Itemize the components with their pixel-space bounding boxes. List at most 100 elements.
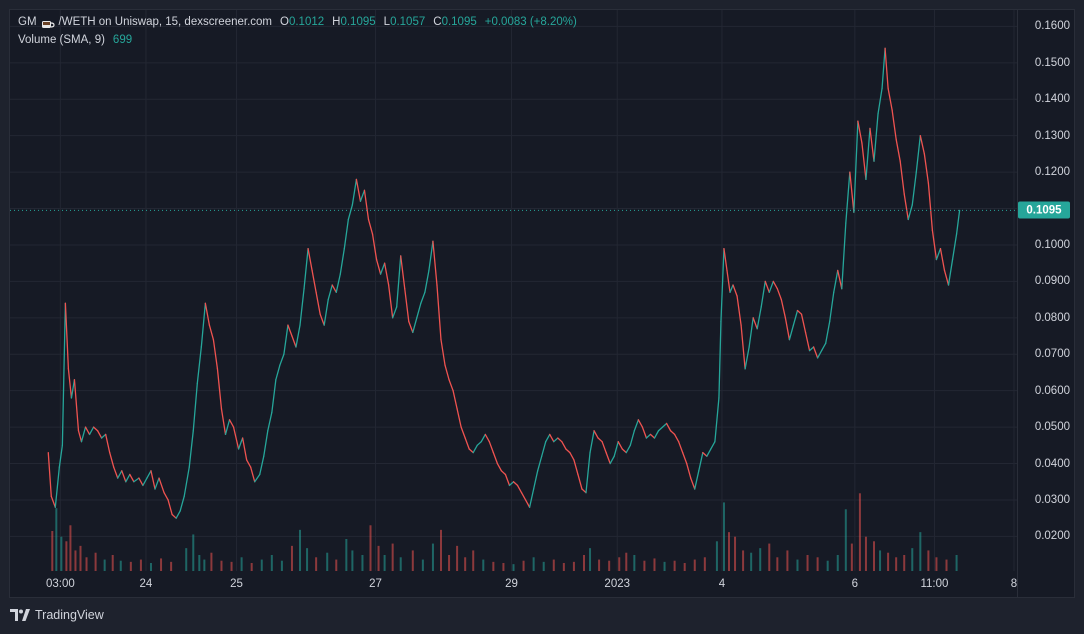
price-tick-label: 0.0900: [1034, 275, 1070, 288]
volume-bar: [111, 555, 114, 571]
price-segment: [47, 451, 52, 497]
price-segment: [355, 178, 362, 202]
volume-bar: [562, 563, 565, 571]
tradingview-brand[interactable]: TradingView: [10, 608, 104, 622]
volume-bar: [727, 532, 730, 571]
price-segment: [837, 269, 843, 290]
volume-bar: [625, 552, 628, 571]
volume-bar: [806, 555, 809, 571]
volume-bar: [858, 493, 861, 571]
price-segment: [311, 269, 317, 293]
price-segment: [500, 470, 507, 476]
high-value: 0.1095: [340, 16, 376, 28]
price-segment: [829, 291, 835, 323]
volume-bar: [250, 563, 253, 571]
volume-bar: [299, 529, 302, 571]
volume-bar: [345, 539, 348, 571]
price-segment: [649, 433, 656, 439]
price-segment: [327, 284, 333, 301]
price-segment: [432, 240, 438, 286]
price-segment: [468, 448, 474, 454]
price-segment: [271, 379, 277, 414]
price-segment: [299, 288, 305, 326]
volume-bar: [522, 560, 525, 571]
price-segment: [686, 462, 692, 479]
price-segment: [744, 346, 750, 370]
price-segment: [488, 441, 495, 454]
volume-bar: [306, 548, 309, 571]
volume-bar: [844, 509, 847, 571]
price-segment: [939, 247, 946, 272]
price-segment: [383, 262, 390, 286]
price-segment: [907, 204, 913, 221]
price-segment: [935, 247, 942, 261]
price-segment: [520, 492, 527, 501]
volume-bar: [633, 555, 636, 571]
price-segment: [884, 47, 889, 89]
price-segment: [196, 346, 202, 385]
price-segment: [617, 441, 623, 450]
price-segment: [73, 379, 80, 432]
price-segment: [216, 368, 223, 410]
close-key: C: [433, 16, 442, 28]
time-tick-label: 8: [1010, 578, 1018, 590]
volume-bar: [74, 550, 77, 571]
price-segment: [448, 379, 454, 392]
price-scale[interactable]: [1018, 9, 1075, 598]
price-segment: [861, 142, 867, 181]
volume-bar: [532, 557, 535, 571]
time-tick-label: 11:00: [920, 578, 949, 590]
price-segment: [175, 510, 181, 519]
price-segment: [254, 473, 261, 483]
volume-bar: [919, 532, 922, 571]
price-segment: [113, 466, 119, 479]
price-segment: [351, 178, 358, 206]
price-segment: [718, 320, 722, 399]
price-segment: [267, 411, 273, 432]
price-segment: [171, 513, 177, 519]
volume-bar: [850, 543, 853, 571]
price-segment: [77, 430, 83, 443]
volume-label: Volume (SMA, 9): [18, 34, 105, 46]
price-tick-label: 0.0300: [1034, 493, 1070, 506]
volume-bar: [796, 559, 799, 571]
price-segment: [677, 441, 684, 454]
price-segment: [808, 346, 815, 352]
price-segment: [726, 269, 731, 293]
price-segment: [323, 298, 329, 326]
price-segment: [343, 218, 350, 250]
price-segment: [877, 87, 883, 115]
price-segment: [593, 430, 599, 439]
price-tick-label: 0.0500: [1034, 421, 1070, 434]
price-segment: [150, 470, 156, 490]
volume-bar: [703, 557, 706, 571]
price-segment: [291, 335, 297, 348]
price-segment: [444, 364, 450, 381]
price-segment: [748, 317, 754, 348]
volume-bar: [383, 555, 386, 571]
price-segment: [460, 426, 466, 439]
price-segment: [279, 353, 285, 366]
price-segment: [88, 426, 95, 436]
price-tick-label: 0.1400: [1034, 93, 1070, 106]
price-segment: [428, 240, 434, 272]
price-segment: [732, 284, 738, 297]
price-segment: [154, 477, 160, 490]
price-segment: [661, 422, 668, 428]
price-segment: [609, 455, 615, 465]
price-segment: [955, 209, 961, 235]
price-segment: [698, 451, 704, 472]
price-segment: [569, 451, 575, 461]
price-segment: [484, 433, 490, 443]
volume-bar: [722, 502, 725, 571]
price-segment: [641, 426, 648, 439]
price-segment: [263, 430, 269, 457]
volume-bar: [776, 557, 779, 571]
volume-bar: [643, 560, 646, 571]
price-segment: [436, 284, 442, 341]
price-segment: [512, 481, 519, 487]
volume-bar: [589, 548, 592, 571]
price-segment: [516, 484, 523, 494]
high-key: H: [332, 16, 341, 28]
